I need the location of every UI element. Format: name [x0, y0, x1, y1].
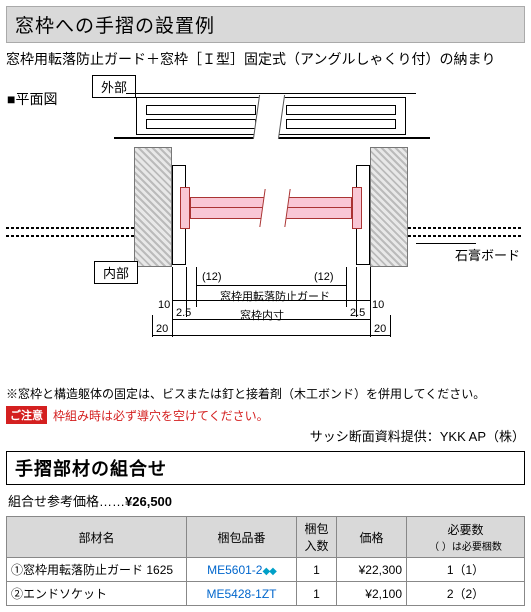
- table-header-row: 部材名 梱包品番 梱包 入数 価格 必要数 （ ）は必要梱数: [7, 517, 525, 558]
- cell-price: ¥2,100: [337, 582, 407, 606]
- reference-price: 組合せ参考価格……¥26,500: [8, 491, 525, 510]
- refprice-label: 組合せ参考価格……: [8, 494, 125, 509]
- dim-12-left: (12): [202, 271, 222, 283]
- cell-need: 1（1）: [407, 558, 525, 582]
- row-name: エンドソケット: [23, 587, 107, 601]
- dim-12-right: (12): [314, 271, 334, 283]
- table-row: ②エンドソケット ME5428-1ZT 1 ¥2,100 2（2）: [7, 582, 525, 606]
- row-index: ①: [11, 563, 23, 577]
- cell-partno: ME5601-2◆◆: [187, 558, 297, 582]
- caution-badge: ご注意: [6, 406, 47, 424]
- th-need: 必要数 （ ）は必要梱数: [407, 517, 525, 558]
- guard-label: 窓枠用転落防止ガード: [220, 288, 330, 304]
- th-partno: 梱包品番: [187, 517, 297, 558]
- dim-20-right: 20: [374, 323, 386, 335]
- th-qty: 梱包 入数: [297, 517, 337, 558]
- cell-qty: 1: [297, 558, 337, 582]
- th-name: 部材名: [7, 517, 187, 558]
- table-row: ①窓枠用転落防止ガード 1625 ME5601-2◆◆ 1 ¥22,300 1（…: [7, 558, 525, 582]
- subtitle: 窓枠用転落防止ガード＋窓枠［Ｉ型］固定式（アングルしゃくり付）の納まり: [6, 49, 525, 69]
- fixing-note: ※窓枠と構造躯体の固定は、ビスまたは釘と接着剤（木工ボンド）を併用してください。: [6, 385, 525, 402]
- partno-text: ME5428-1ZT: [206, 587, 276, 601]
- partno-diamonds: ◆◆: [262, 566, 275, 577]
- parts-table: 部材名 梱包品番 梱包 入数 価格 必要数 （ ）は必要梱数 ①窓枠用転落防止ガ…: [6, 516, 525, 606]
- dim-25-right: 2.5: [350, 307, 365, 319]
- row-name: 窓枠用転落防止ガード 1625: [23, 563, 173, 577]
- caution-text: 枠組み時は必ず導穴を空けてください。: [53, 407, 269, 424]
- outside-label: 外部: [92, 75, 136, 98]
- plan-diagram: ■平面図 外部 石膏ボード 内部 (12) (12) 窓枠用転落防止ガード 窓枠…: [6, 75, 525, 375]
- inner-width-label: 窓枠内寸: [240, 307, 284, 323]
- dim-20-left: 20: [156, 323, 168, 335]
- refprice-value: ¥26,500: [125, 494, 172, 509]
- th-need-sub: （ ）は必要梱数: [411, 538, 520, 553]
- dim-10-right: 10: [372, 299, 384, 311]
- gypsum-label: 石膏ボード: [454, 245, 521, 264]
- cell-qty: 1: [297, 582, 337, 606]
- partno-text: ME5601-2: [207, 563, 262, 577]
- plan-view-label: ■平面図: [6, 89, 58, 109]
- section-parts-header: 手摺部材の組合せ: [6, 451, 525, 485]
- caution-row: ご注意 枠組み時は必ず導穴を空けてください。: [6, 406, 525, 424]
- dim-10-left: 10: [158, 299, 170, 311]
- cell-name: ①窓枠用転落防止ガード 1625: [7, 558, 187, 582]
- cell-name: ②エンドソケット: [7, 582, 187, 606]
- source-credit: サッシ断面資料提供：YKK AP（株）: [6, 426, 525, 445]
- dim-25-left: 2.5: [176, 307, 191, 319]
- cell-price: ¥22,300: [337, 558, 407, 582]
- cell-partno: ME5428-1ZT: [187, 582, 297, 606]
- th-price: 価格: [337, 517, 407, 558]
- page-title: 窓枠への手摺の設置例: [6, 6, 525, 43]
- cell-need: 2（2）: [407, 582, 525, 606]
- th-need-main: 必要数: [447, 523, 483, 537]
- row-index: ②: [11, 587, 23, 601]
- inside-label: 内部: [94, 261, 138, 284]
